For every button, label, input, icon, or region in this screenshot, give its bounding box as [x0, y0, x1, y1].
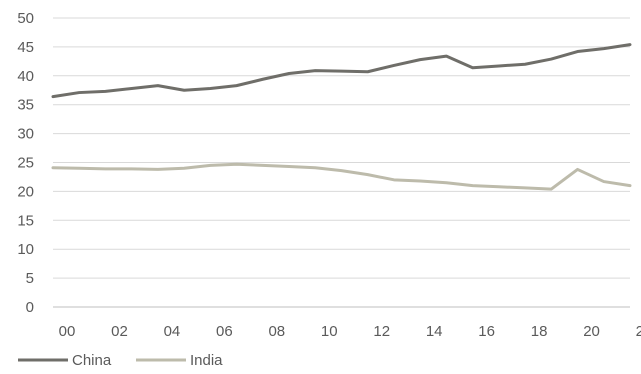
y-tick-label: 20: [17, 183, 34, 200]
y-tick-label: 15: [17, 212, 34, 229]
x-axis-tick-labels: 00 02 04 06 08 10 12 14 16 18 20 22: [59, 323, 641, 340]
y-tick-label: 50: [17, 10, 34, 27]
x-tick-label: 08: [268, 323, 285, 340]
legend-label-china: China: [72, 352, 112, 369]
y-axis-tick-labels: 0 5 10 15 20 25 30 35 40 45 50: [17, 10, 34, 316]
x-tick-label: 00: [59, 323, 76, 340]
gridlines: [53, 17, 630, 279]
x-tick-label: 04: [164, 323, 181, 340]
x-tick-label: 16: [478, 323, 495, 340]
y-tick-label: 0: [26, 299, 34, 316]
x-tick-label: 14: [426, 323, 443, 340]
x-tick-label: 12: [373, 323, 390, 340]
y-tick-label: 45: [17, 39, 34, 56]
y-tick-label: 40: [17, 68, 34, 85]
legend: China India: [18, 352, 223, 369]
x-tick-label: 06: [216, 323, 233, 340]
y-tick-label: 30: [17, 126, 34, 143]
series-line-china: [51, 43, 632, 99]
series-line-india: [51, 162, 632, 191]
x-tick-label: 02: [111, 323, 128, 340]
series-lines: [51, 43, 632, 191]
x-tick-label: 18: [531, 323, 548, 340]
y-tick-label: 5: [26, 270, 34, 287]
x-tick-label: 22: [636, 323, 641, 340]
y-tick-label: 10: [17, 241, 34, 258]
x-tick-label: 20: [583, 323, 600, 340]
y-tick-label: 35: [17, 97, 34, 114]
x-tick-label: 10: [321, 323, 338, 340]
y-tick-label: 25: [17, 155, 34, 172]
legend-label-india: India: [190, 352, 223, 369]
